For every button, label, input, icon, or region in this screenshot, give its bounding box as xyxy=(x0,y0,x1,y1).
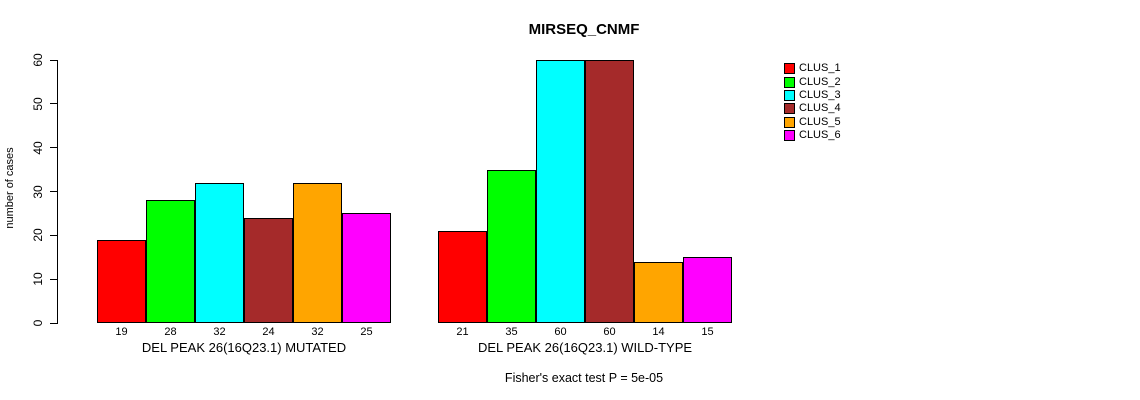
legend-item-clus_1: CLUS_1 xyxy=(784,62,841,75)
y-axis-tick-label-50: 50 xyxy=(31,97,45,111)
y-axis-tick-60 xyxy=(50,59,57,61)
legend-item-clus_5: CLUS_5 xyxy=(784,116,841,129)
bar-value-label: 21 xyxy=(456,326,469,338)
legend: CLUS_1 CLUS_2 CLUS_3 CLUS_4 CLUS_5 CLUS_6 xyxy=(784,62,841,142)
y-axis-tick-label-10: 10 xyxy=(31,272,45,286)
bar-clus_4-group1 xyxy=(244,218,293,323)
bar-value-label: 24 xyxy=(262,326,275,338)
bar-value-label: 32 xyxy=(213,326,226,338)
chart-title: MIRSEQ_CNMF xyxy=(528,21,640,38)
legend-label: CLUS_1 xyxy=(799,62,841,75)
y-axis-line xyxy=(57,60,58,324)
bar-value-label: 32 xyxy=(311,326,324,338)
y-axis-tick-30 xyxy=(50,191,57,192)
bar-clus_3-group2 xyxy=(536,60,585,323)
bar-clus_2-group1 xyxy=(146,200,195,323)
y-axis-tick-label-60: 60 xyxy=(31,53,45,67)
bar-value-label: 19 xyxy=(115,326,128,338)
bar-clus_3-group1 xyxy=(195,183,244,323)
y-axis-tick-label-40: 40 xyxy=(31,140,45,155)
bar-clus_1-group2 xyxy=(438,231,487,323)
y-axis-tick-10 xyxy=(50,278,57,280)
y-axis-tick-0 xyxy=(50,322,57,324)
legend-swatch-clus_3 xyxy=(784,89,795,101)
bar-clus_6-group1 xyxy=(342,213,391,323)
legend-swatch-clus_2 xyxy=(784,76,795,88)
legend-item-clus_3: CLUS_3 xyxy=(784,89,841,102)
y-axis-label: number of cases xyxy=(4,147,16,229)
bar-clus_5-group2 xyxy=(634,262,683,323)
legend-label: CLUS_6 xyxy=(799,129,841,142)
legend-item-clus_6: CLUS_6 xyxy=(784,129,841,142)
bar-clus_5-group1 xyxy=(293,183,342,323)
legend-label: CLUS_3 xyxy=(799,88,841,101)
bar-value-label: 60 xyxy=(554,326,567,338)
legend-label: CLUS_4 xyxy=(799,102,841,115)
y-axis-tick-20 xyxy=(50,234,57,236)
bar-clus_1-group1 xyxy=(97,240,146,323)
legend-item-clus_4: CLUS_4 xyxy=(784,102,841,115)
bar-clus_4-group2 xyxy=(585,60,634,323)
legend-swatch-clus_4 xyxy=(784,103,795,115)
legend-label: CLUS_2 xyxy=(799,75,841,88)
bar-value-label: 35 xyxy=(505,326,518,338)
x-axis-group-label-2: DEL PEAK 26(16Q23.1) WILD-TYPE xyxy=(477,340,693,355)
bar-clus_6-group2 xyxy=(683,257,732,323)
y-axis-tick-50 xyxy=(50,103,57,105)
legend-label: CLUS_5 xyxy=(799,115,841,128)
legend-swatch-clus_6 xyxy=(784,130,795,142)
legend-swatch-clus_5 xyxy=(784,116,795,128)
legend-item-clus_2: CLUS_2 xyxy=(784,75,841,88)
bar-value-label: 28 xyxy=(164,326,177,338)
bar-value-label: 15 xyxy=(701,326,714,338)
footnote-fisher-test: Fisher's exact test P = 5e-05 xyxy=(504,371,664,385)
y-axis-tick-label-0: 0 xyxy=(31,319,45,327)
y-axis-tick-label-20: 20 xyxy=(31,228,45,243)
bar-value-label: 60 xyxy=(603,326,616,338)
y-axis-tick-40 xyxy=(50,147,57,149)
bar-value-label: 14 xyxy=(652,326,665,338)
y-axis-tick-label-30: 30 xyxy=(31,184,45,199)
legend-swatch-clus_1 xyxy=(784,63,795,75)
bar-clus_2-group2 xyxy=(487,170,536,323)
bar-value-label: 25 xyxy=(360,326,373,338)
x-axis-group-label-1: DEL PEAK 26(16Q23.1) MUTATED xyxy=(141,340,347,355)
